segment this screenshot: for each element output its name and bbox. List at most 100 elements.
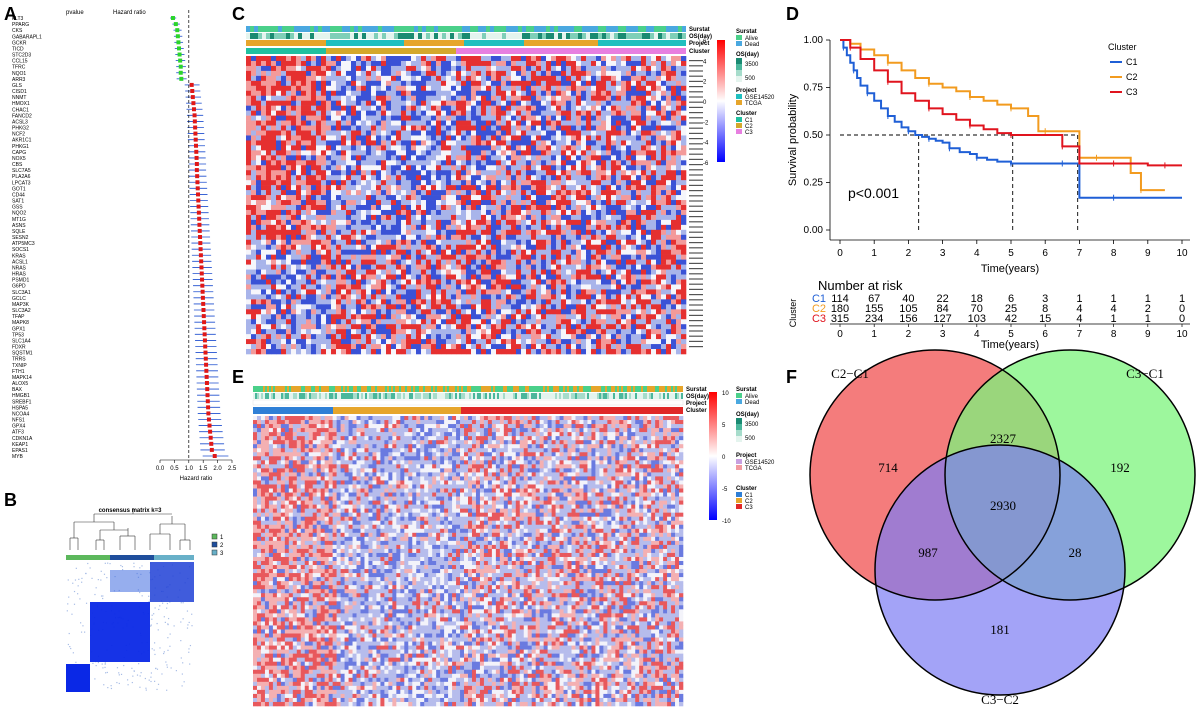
heatmap-c-cell	[251, 160, 257, 166]
heatmap-c-cell	[401, 190, 407, 196]
heatmap-c-cell	[561, 140, 567, 146]
forest-point	[202, 332, 207, 337]
heatmap-c-cell	[356, 155, 362, 161]
heatmap-c-cell	[681, 249, 687, 255]
heatmap-c-cell	[631, 56, 637, 62]
heatmap-c-cell	[566, 214, 572, 221]
heatmap-c-cell	[651, 244, 657, 250]
heatmap-c-cell	[406, 160, 412, 166]
heatmap-c-cell	[466, 269, 472, 275]
matrix-speckle	[157, 629, 159, 631]
heatmap-c-cell	[666, 180, 672, 186]
heatmap-c-cell	[246, 65, 252, 72]
heatmap-c-cell	[566, 239, 572, 246]
heatmap-c-cell	[676, 229, 682, 236]
heatmap-c-cell	[576, 56, 582, 62]
heatmap-c-cell	[356, 125, 362, 131]
matrix-speckle	[80, 631, 83, 633]
heatmap-c-cell	[551, 85, 557, 92]
annotation-os-cell	[274, 33, 278, 39]
heatmap-c-cell	[471, 115, 477, 121]
heatmap-c-cell	[331, 239, 337, 246]
heatmap-c-cell	[536, 244, 542, 250]
heatmap-c-cell	[351, 214, 357, 221]
heatmap-c-cell	[656, 135, 662, 141]
heatmap-c-cell	[646, 165, 652, 171]
heatmap-c-cell	[346, 205, 352, 211]
heatmap-c-cell	[631, 135, 637, 141]
annotation-surstat-cell	[414, 26, 418, 32]
heatmap-c-cell	[306, 70, 312, 77]
heatmap-c-cell	[296, 165, 302, 171]
heatmap-c-cell	[441, 209, 447, 216]
annotation-surstat-cell	[538, 26, 542, 32]
heatmap-c-cell	[321, 254, 327, 260]
heatmap-c-cell	[491, 60, 497, 67]
heatmap-c-cell	[681, 120, 687, 126]
heatmap-c-cell	[596, 165, 602, 171]
heatmap-c-cell	[516, 110, 522, 116]
heatmap-c-cell	[676, 284, 682, 290]
heatmap-c-cell	[681, 65, 687, 72]
heatmap-c-cell	[386, 145, 392, 151]
heatmap-c-cell	[461, 269, 467, 275]
heatmap-c-cell	[371, 195, 377, 201]
heatmap-c-cell	[566, 145, 572, 151]
heatmap-c-cell	[356, 249, 362, 255]
heatmap-c-cell	[396, 185, 402, 191]
heatmap-c-cell	[596, 110, 602, 116]
heatmap-c-cell	[331, 284, 337, 290]
heatmap-c-cell	[381, 279, 387, 285]
annotation-os-cell	[318, 33, 322, 39]
heatmap-c-cell	[646, 70, 652, 77]
heatmap-c-cell	[276, 170, 282, 176]
heatmap-c-cell	[386, 70, 392, 77]
panel-letter-b: B	[4, 490, 17, 510]
heatmap-c-cell	[301, 259, 307, 265]
heatmap-c-cell	[291, 150, 297, 156]
heatmap-c-cell	[561, 259, 567, 265]
heatmap-c-cell	[401, 75, 407, 82]
heatmap-c-cell	[291, 234, 297, 241]
heatmap-c-cell	[641, 130, 647, 136]
heatmap-c-cell	[446, 110, 452, 116]
heatmap-c-cell	[496, 70, 502, 77]
heatmap-c-cell	[591, 85, 597, 92]
heatmap-c-cell	[296, 259, 302, 265]
heatmap-c-cell	[346, 70, 352, 77]
heatmap-c-cell	[551, 120, 557, 126]
heatmap-c-cell	[541, 180, 547, 186]
heatmap-c-cell	[486, 190, 492, 196]
heatmap-c-cell	[551, 185, 557, 191]
heatmap-c-cell	[416, 214, 422, 221]
heatmap-c-cell	[271, 254, 277, 260]
heatmap-c-cell	[261, 200, 267, 206]
heatmap-c-cell	[511, 85, 517, 92]
heatmap-c-cell	[526, 274, 532, 280]
heatmap-c-cell	[521, 100, 527, 106]
heatmap-c-cell	[521, 115, 527, 121]
heatmap-c-cell	[656, 234, 662, 241]
heatmap-c-cell	[501, 224, 507, 231]
annotation-surstat-cell	[582, 26, 586, 32]
annotation-cluster-c3	[456, 48, 686, 54]
heatmap-c-cell	[586, 264, 592, 270]
matrix-speckle	[169, 601, 171, 603]
heatmap-c-cell	[281, 254, 287, 260]
forest-gene-label: HMGB1	[12, 393, 30, 399]
heatmap-c-cell	[376, 70, 382, 77]
heatmap-c-cell	[421, 145, 427, 151]
heatmap-c-cell	[286, 224, 292, 231]
heatmap-c-cell	[376, 75, 382, 82]
heatmap-c-cell	[411, 249, 417, 255]
heatmap-c-cell	[316, 279, 322, 285]
heatmap-c-cell	[391, 60, 397, 67]
heatmap-c-cell	[546, 56, 552, 62]
annotation-surstat-cell	[630, 26, 634, 32]
heatmap-c-cell	[261, 70, 267, 77]
heatmap-c-cell	[526, 165, 532, 171]
matrix-speckle	[153, 613, 155, 615]
heatmap-c-cell	[536, 75, 542, 82]
heatmap-c-cell	[541, 105, 547, 111]
heatmap-c-cell	[486, 150, 492, 156]
